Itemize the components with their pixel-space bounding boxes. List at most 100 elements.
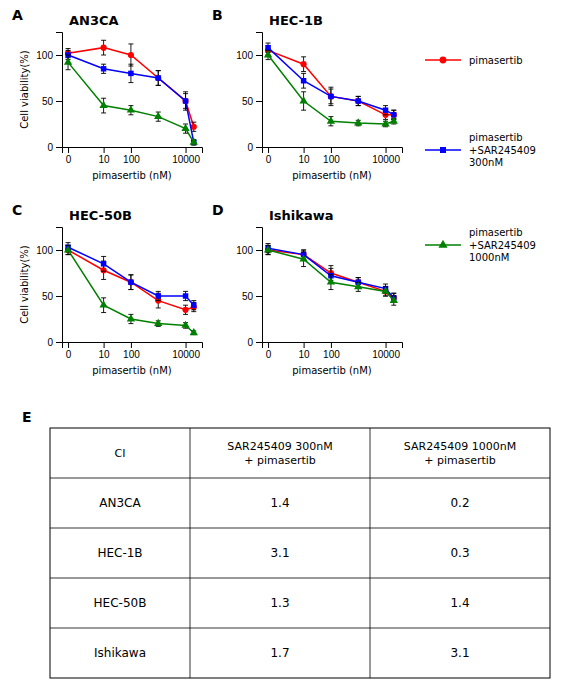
error-bar [101, 64, 106, 73]
y-axis-tick-label: 50 [242, 291, 254, 302]
x-axis-title: pimasertib (nM) [92, 365, 172, 376]
x-axis-tick-mark [68, 342, 69, 348]
table-row-line [50, 628, 550, 629]
point [155, 293, 160, 298]
x-axis-tick: 10000 [172, 147, 200, 165]
x-axis-tick-label: 10 [299, 349, 311, 360]
x-axis-tick-mark [131, 147, 132, 153]
table-cell: HEC-1B [97, 546, 142, 560]
x-axis-tick: 100 [323, 147, 340, 165]
legend-label-line: pimasertib [469, 227, 523, 238]
point [128, 71, 133, 76]
y-axis-tick-mark [56, 147, 62, 148]
point [182, 98, 188, 104]
y-axis-tick-label: 0 [47, 337, 53, 348]
table-header: CI [115, 447, 126, 460]
y-axis-title: Cell viability(%) [19, 245, 30, 324]
series-line [268, 250, 394, 298]
point [154, 112, 162, 119]
x-axis-tick-label: 100 [123, 154, 140, 165]
table-cell: Ishikawa [94, 646, 146, 660]
x-axis-tick: 0 [66, 147, 72, 165]
panel-letter: B [212, 7, 223, 23]
y-axis-tick: 50 [242, 96, 262, 107]
table-cell-line: 1.7 [270, 646, 289, 660]
legend-label-line: pimasertib [469, 55, 523, 66]
x-axis-tick-label: 100 [323, 154, 340, 165]
table-row-line [50, 528, 550, 529]
x-axis-title: pimasertib (nM) [92, 170, 172, 181]
table-header: SAR245409 1000nM+ pimasertib [404, 440, 516, 467]
error-bar [191, 301, 196, 310]
table-row-line [50, 578, 550, 579]
table-cell-line: HEC-50B [94, 596, 147, 610]
point [99, 101, 107, 108]
table-cell-line: 0.3 [450, 546, 469, 560]
legend-item: pimasertib [425, 55, 523, 66]
y-axis-tick: 50 [42, 291, 62, 302]
y-axis: 0 50 100 [36, 228, 62, 348]
x-axis-tick-mark [304, 147, 305, 153]
x-axis-tick: 10000 [372, 342, 400, 360]
table-cell-line: 3.1 [450, 646, 469, 660]
legend-marker [438, 240, 447, 248]
x-axis-tick: 10 [299, 342, 311, 360]
y-axis-tick-mark [256, 250, 262, 251]
table-cell-line: Ishikawa [94, 646, 146, 660]
y-axis-tick-label: 0 [47, 142, 53, 153]
x-axis-tick-label: 100 [323, 349, 340, 360]
legend-item: pimasertib+SAR2454091000nM [425, 227, 536, 263]
point [383, 107, 388, 112]
panel-letter: C [12, 202, 22, 218]
panel-letter: D [212, 202, 224, 218]
point [190, 138, 198, 145]
x-axis-tick-label: 10 [99, 154, 111, 165]
error-bar [383, 106, 388, 115]
x-axis-tick-mark [331, 342, 332, 348]
panel-title: HEC-50B [69, 208, 132, 223]
legend-label-line: +SAR245409 [469, 145, 536, 156]
point [182, 307, 188, 313]
point [327, 116, 335, 123]
x-axis-tick-mark [104, 147, 105, 153]
plot-area [264, 43, 398, 127]
x-axis-tick-mark [186, 342, 187, 348]
point [190, 328, 198, 335]
point [264, 50, 272, 57]
point [191, 302, 196, 307]
x-axis-tick: 100 [123, 147, 140, 165]
x-axis-tick-label: 100 [123, 349, 140, 360]
point [381, 287, 389, 294]
point [328, 93, 334, 99]
table-border [50, 428, 550, 678]
y-axis-tick: 100 [236, 50, 262, 61]
y-axis-tick-label: 100 [36, 245, 53, 256]
x-axis-tick-mark [386, 342, 387, 348]
legend-label-line: 1000nM [469, 252, 509, 263]
y-axis-tick-mark [256, 55, 262, 56]
error-bar [128, 275, 133, 290]
x-axis-tick-mark [386, 147, 387, 153]
table-header-line: SAR245409 300nM [227, 440, 332, 453]
x-axis-tick: 0 [266, 147, 272, 165]
error-bar [183, 305, 188, 314]
series-line [68, 62, 194, 142]
table: CISAR245409 300nM+ pimasertibSAR245409 1… [50, 428, 550, 678]
table-cell-line: 1.4 [270, 496, 289, 510]
error-bar [128, 64, 133, 82]
point [355, 98, 360, 103]
series-line [268, 55, 394, 124]
x-axis: 0 10 100 10000 [63, 147, 203, 165]
table-row-line [50, 478, 550, 479]
y-axis-tick-label: 50 [42, 96, 54, 107]
error-bar [356, 96, 361, 105]
x-axis-tick: 0 [66, 342, 72, 360]
x-axis-tick-mark [268, 147, 269, 153]
panel-title: AN3CA [69, 13, 119, 28]
legend-label-line: pimasertib [469, 132, 523, 143]
legend-marker [440, 57, 447, 64]
series-line [68, 247, 194, 305]
y-axis-tick-label: 0 [247, 337, 253, 348]
x-axis-line [63, 343, 203, 349]
table-header-line: SAR245409 1000nM [404, 440, 516, 453]
